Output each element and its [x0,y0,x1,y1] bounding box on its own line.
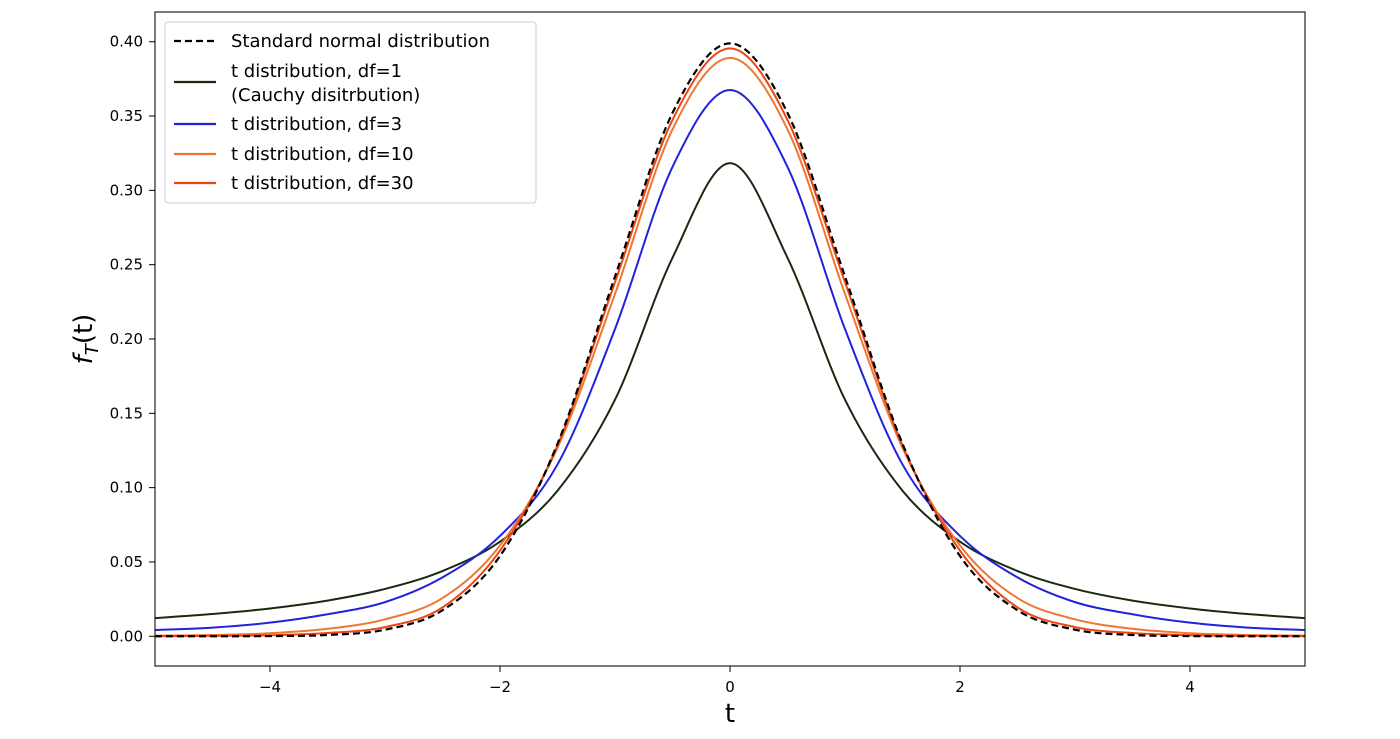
y-tick-label: 0.20 [110,330,143,348]
legend-label: Standard normal distribution [231,31,490,52]
series-layer [155,42,1305,638]
y-axis-ticks: 0.00 0.05 0.10 0.15 0.20 0.25 0.30 0.35 0.40 [110,33,155,645]
legend-box [164,21,537,204]
series-line-4 [155,47,1305,638]
legend-label: t distribution, df=30 [231,173,414,194]
series-line-2 [155,88,1305,631]
legend-label: t distribution, df=1 [231,61,402,82]
legend: Standard normal distribution t distributi… [164,21,537,204]
x-tick-label: −2 [489,678,511,696]
x-tick-label: 4 [1185,678,1195,696]
legend-label: t distribution, df=10 [231,144,414,165]
x-axis-label: t [725,699,735,729]
x-tick-label: 0 [725,678,735,696]
y-tick-label: 0.05 [110,553,143,571]
y-tick-label: 0.40 [110,33,143,51]
series-line-0 [155,42,1305,638]
y-tick-label: 0.15 [110,404,143,422]
y-tick-label: 0.35 [110,107,143,125]
legend-label: (Cauchy disitrbution) [231,85,420,106]
y-axis-label: fT(t) [69,314,103,365]
series-line-1 [155,162,1305,620]
x-axis-ticks: −4 −2 0 2 4 [259,666,1195,696]
y-tick-label: 0.25 [110,256,143,274]
series-line-3 [155,56,1305,637]
y-tick-label: 0.10 [110,479,143,497]
x-tick-label: −4 [259,678,281,696]
legend-label: t distribution, df=3 [231,114,402,135]
x-tick-label: 2 [955,678,965,696]
y-tick-label: 0.30 [110,181,143,199]
y-tick-label: 0.00 [110,627,143,645]
